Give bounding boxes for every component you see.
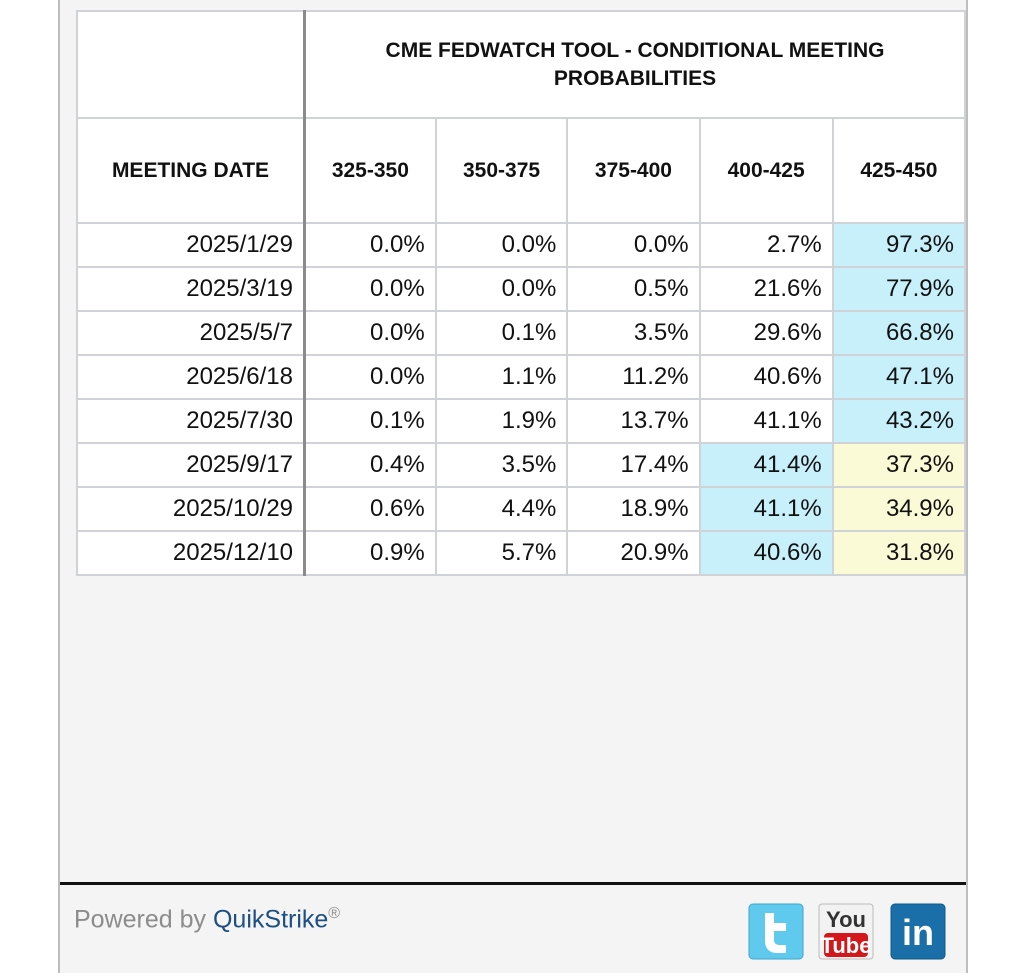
probability-cell: 5.7%	[434, 530, 569, 576]
meeting-date: 2025/5/7	[76, 310, 307, 356]
probability-cell: 3.5%	[566, 310, 701, 356]
probability-cell: 77.9%	[831, 266, 967, 312]
probability-cell: 41.4%	[698, 442, 834, 488]
probability-cell: 1.1%	[434, 354, 569, 400]
column-header: 350-375	[434, 117, 569, 224]
probability-cell: 47.1%	[831, 354, 967, 400]
probability-cell: 13.7%	[566, 398, 701, 444]
probability-cell: 20.9%	[566, 530, 701, 576]
meeting-date: 2025/12/10	[76, 530, 307, 576]
table-row: 2025/3/19 0.0% 0.0% 0.5% 21.6% 77.9%	[76, 266, 967, 312]
powered-by: Powered by QuikStrike®	[74, 905, 340, 934]
meeting-date: 2025/3/19	[76, 266, 307, 312]
probability-cell: 34.9%	[831, 486, 967, 532]
probability-cell: 4.4%	[434, 486, 569, 532]
probability-cell: 37.3%	[831, 442, 967, 488]
youtube-bottom: Tube	[821, 933, 872, 958]
probability-cell: 31.8%	[831, 530, 967, 576]
probability-cell: 1.9%	[434, 398, 569, 444]
column-header: MEETING DATE	[76, 117, 307, 224]
table-row: 2025/7/30 0.1% 1.9% 13.7% 41.1% 43.2%	[76, 398, 967, 444]
column-header: 425-450	[831, 117, 967, 224]
meeting-date: 2025/1/29	[76, 222, 307, 268]
probability-cell: 29.6%	[698, 310, 834, 356]
probability-cell: 11.2%	[566, 354, 701, 400]
twitter-icon[interactable]	[748, 903, 804, 960]
probability-cell: 21.6%	[698, 266, 834, 312]
linkedin-icon[interactable]: in	[890, 903, 946, 960]
probability-cell: 0.0%	[566, 222, 701, 268]
registered-mark: ®	[328, 905, 341, 922]
probability-table: CME FEDWATCH TOOL - CONDITIONAL MEETING …	[76, 10, 967, 576]
probability-cell: 3.5%	[434, 442, 569, 488]
table-row: 2025/12/10 0.9% 5.7% 20.9% 40.6% 31.8%	[76, 530, 967, 576]
youtube-icon[interactable]: You Tube	[818, 903, 874, 960]
brand-link[interactable]: QuikStrike	[212, 905, 329, 934]
meeting-date: 2025/10/29	[76, 486, 307, 532]
probability-cell: 0.9%	[303, 530, 437, 576]
probability-cell: 0.0%	[303, 310, 437, 356]
panel: CME FEDWATCH TOOL - CONDITIONAL MEETING …	[58, 0, 968, 973]
table-row: 2025/9/17 0.4% 3.5% 17.4% 41.4% 37.3%	[76, 442, 967, 488]
probability-cell: 17.4%	[566, 442, 701, 488]
probability-cell: 0.0%	[303, 222, 437, 268]
column-header: 325-350	[303, 117, 437, 224]
probability-cell: 0.5%	[566, 266, 701, 312]
probability-cell: 41.1%	[698, 486, 834, 532]
probability-cell: 18.9%	[566, 486, 701, 532]
table-row: 2025/5/7 0.0% 0.1% 3.5% 29.6% 66.8%	[76, 310, 967, 356]
meeting-date: 2025/9/17	[76, 442, 307, 488]
probability-cell: 2.7%	[698, 222, 834, 268]
probability-cell: 97.3%	[831, 222, 967, 268]
probability-cell: 0.0%	[303, 266, 437, 312]
table-row: 2025/1/29 0.0% 0.0% 0.0% 2.7% 97.3%	[76, 222, 967, 268]
probability-cell: 0.4%	[303, 442, 437, 488]
column-header: 400-425	[698, 117, 834, 224]
probability-cell: 0.6%	[303, 486, 437, 532]
probability-cell: 0.0%	[434, 266, 569, 312]
probability-cell: 43.2%	[831, 398, 967, 444]
probability-cell: 41.1%	[698, 398, 834, 444]
probability-cell: 0.0%	[434, 222, 569, 268]
table-row: 2025/6/18 0.0% 1.1% 11.2% 40.6% 47.1%	[76, 354, 967, 400]
probability-cell: 0.1%	[434, 310, 569, 356]
meeting-date: 2025/6/18	[76, 354, 307, 400]
probability-cell: 40.6%	[698, 354, 834, 400]
youtube-top: You	[826, 907, 866, 932]
probability-cell: 66.8%	[831, 310, 967, 356]
probability-cell: 40.6%	[698, 530, 834, 576]
powered-text: Powered by	[74, 905, 207, 934]
linkedin-text: in	[902, 912, 934, 953]
probability-cell: 0.1%	[303, 398, 437, 444]
probability-cell: 0.0%	[303, 354, 437, 400]
blank-header	[76, 10, 307, 119]
meeting-date: 2025/7/30	[76, 398, 307, 444]
footer-divider	[60, 882, 966, 885]
column-header: 375-400	[566, 117, 701, 224]
table-row: 2025/10/29 0.6% 4.4% 18.9% 41.1% 34.9%	[76, 486, 967, 532]
table-title: CME FEDWATCH TOOL - CONDITIONAL MEETING …	[303, 10, 967, 119]
